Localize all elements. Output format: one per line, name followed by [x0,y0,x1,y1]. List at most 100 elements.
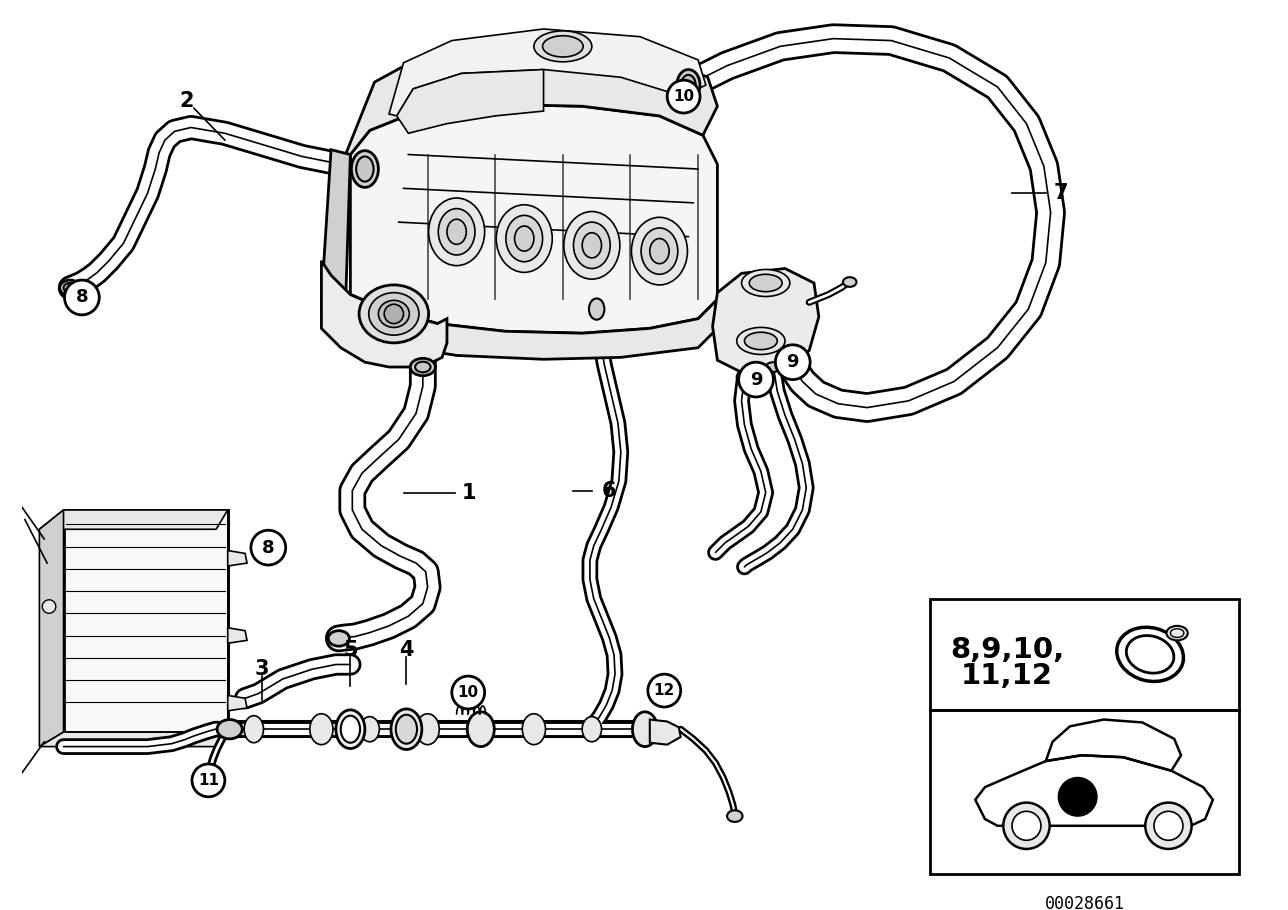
Circle shape [1012,812,1041,840]
Ellipse shape [632,712,657,746]
Ellipse shape [842,278,857,287]
Ellipse shape [744,332,777,349]
Ellipse shape [649,238,668,264]
Polygon shape [389,29,706,116]
Circle shape [1059,777,1097,816]
Text: 6: 6 [601,480,616,501]
Circle shape [251,531,286,565]
Ellipse shape [395,714,417,743]
Circle shape [648,674,680,707]
Text: 9: 9 [787,353,799,371]
Ellipse shape [506,216,542,262]
Ellipse shape [416,713,439,744]
Text: 5: 5 [343,640,358,660]
Ellipse shape [750,274,782,292]
Polygon shape [63,510,228,733]
Ellipse shape [438,208,475,255]
Ellipse shape [634,713,657,744]
Ellipse shape [468,712,495,746]
Text: 7: 7 [1054,183,1068,203]
Ellipse shape [535,31,592,62]
Polygon shape [322,261,447,367]
Polygon shape [228,695,247,711]
Circle shape [192,764,225,797]
Ellipse shape [765,362,781,372]
Text: 10: 10 [674,89,694,104]
Circle shape [1145,803,1191,849]
Text: 1: 1 [461,482,477,502]
Ellipse shape [523,713,546,744]
Ellipse shape [411,359,435,376]
Ellipse shape [542,35,583,57]
Polygon shape [322,150,350,304]
Ellipse shape [392,709,422,750]
Circle shape [43,600,55,613]
Text: 12: 12 [653,683,675,698]
Ellipse shape [515,226,535,251]
Ellipse shape [245,715,264,743]
Polygon shape [40,733,228,746]
Ellipse shape [784,362,805,378]
Ellipse shape [573,222,611,268]
Polygon shape [228,628,247,643]
Circle shape [1003,803,1050,849]
Bar [930,599,1239,710]
Text: 11: 11 [198,773,219,788]
Ellipse shape [218,720,242,739]
Ellipse shape [681,75,696,96]
Circle shape [667,80,699,113]
Ellipse shape [582,717,601,742]
Ellipse shape [359,285,429,343]
Polygon shape [649,720,680,744]
Ellipse shape [589,298,604,319]
Ellipse shape [447,219,466,245]
Ellipse shape [582,233,601,258]
Circle shape [1154,812,1182,840]
Ellipse shape [59,280,81,296]
Ellipse shape [1167,626,1188,641]
Ellipse shape [63,283,77,293]
Circle shape [64,280,99,315]
Ellipse shape [742,269,790,297]
Text: 3: 3 [254,660,269,680]
Ellipse shape [357,157,374,182]
Polygon shape [40,510,228,530]
Text: 11,12: 11,12 [961,662,1054,690]
Ellipse shape [496,205,553,272]
Text: 2: 2 [179,91,193,111]
Ellipse shape [726,810,742,822]
Ellipse shape [368,293,419,335]
Polygon shape [40,510,63,746]
Circle shape [384,304,403,324]
Polygon shape [712,268,819,375]
Polygon shape [228,551,247,566]
Bar [930,710,1239,875]
Text: 8,9,10,: 8,9,10, [951,635,1064,663]
Ellipse shape [415,361,430,372]
Polygon shape [345,41,717,155]
Ellipse shape [310,713,334,744]
Ellipse shape [641,228,677,274]
Ellipse shape [564,211,620,279]
Text: 4: 4 [399,640,413,660]
Text: 8: 8 [261,539,274,557]
Text: 00028661: 00028661 [1045,895,1124,910]
Circle shape [452,676,484,709]
Ellipse shape [737,328,784,355]
Polygon shape [322,295,717,359]
Ellipse shape [328,631,349,646]
Ellipse shape [361,717,380,742]
Ellipse shape [737,372,752,381]
Ellipse shape [379,300,410,328]
Circle shape [775,345,810,379]
Text: 9: 9 [750,370,762,389]
Polygon shape [397,69,544,133]
Ellipse shape [341,715,361,743]
Ellipse shape [676,69,699,100]
Ellipse shape [429,198,484,266]
Polygon shape [350,105,717,333]
Ellipse shape [336,710,365,749]
Text: 10: 10 [457,685,479,700]
Circle shape [738,362,773,397]
Text: 8: 8 [76,288,88,307]
